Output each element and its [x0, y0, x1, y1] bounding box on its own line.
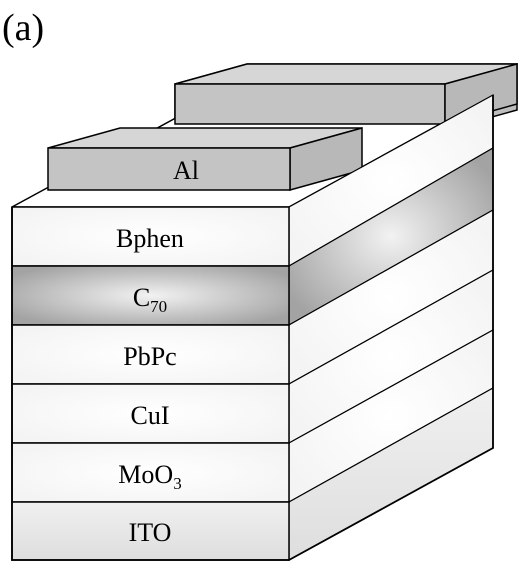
al-contact-back-front — [174, 63, 518, 125]
moo3-base: MoO — [118, 460, 173, 489]
layer-label-c70: C70 — [133, 283, 167, 316]
layer-moo3: MoO3 — [11, 442, 290, 503]
c70-base: C — [133, 283, 150, 312]
layer-label-cui: CuI — [131, 401, 170, 430]
layer-ito: ITO — [11, 501, 290, 561]
layer-label-ito: ITO — [129, 518, 172, 547]
stack-side — [288, 93, 494, 562]
layer-pbpc: PbPc — [11, 324, 290, 385]
al-contact-front: Al — [47, 127, 363, 191]
layer-cui: CuI — [11, 383, 290, 444]
layer-label-pbpc: PbPc — [123, 342, 176, 371]
layer-bphen: Bphen — [11, 206, 290, 267]
layer-label-moo3: MoO3 — [118, 460, 181, 493]
al-contact-label: Al — [173, 156, 199, 185]
stack-outline — [11, 95, 494, 561]
panel-label: (a) — [2, 7, 44, 49]
c70-subscript: 70 — [150, 297, 167, 316]
layer-c70: C70 — [11, 265, 290, 326]
layer-label-bphen: Bphen — [116, 224, 184, 253]
moo3-subscript: 3 — [173, 474, 182, 493]
